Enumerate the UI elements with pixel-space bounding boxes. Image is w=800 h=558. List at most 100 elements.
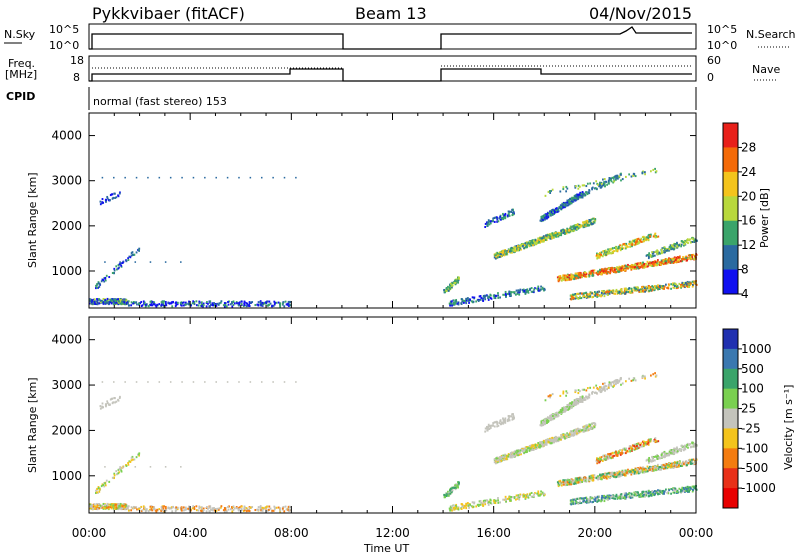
data-cell [499,296,501,298]
data-cell [509,455,511,457]
data-cell [453,299,455,301]
data-cell [496,216,498,218]
data-cell [633,240,635,242]
data-cell [602,179,604,181]
data-cell [565,186,567,188]
data-cell [650,286,652,288]
data-cell [148,510,150,512]
data-cell [170,177,172,179]
data-cell [531,240,533,242]
data-cell [497,297,499,299]
data-cell [592,391,594,393]
data-cell [659,285,661,287]
data-cell [113,300,115,302]
data-cell [594,295,596,297]
data-cell [126,260,128,262]
data-cell [488,219,490,221]
data-cell [682,256,684,258]
data-cell [605,272,607,274]
data-cell [587,224,589,226]
data-cell [610,269,612,271]
data-cell [585,192,587,194]
data-cell [207,508,209,510]
data-cell [90,505,92,507]
data-cell [636,263,638,265]
data-cell [223,509,225,511]
data-cell [641,172,643,174]
data-cell [609,272,611,274]
data-cell [570,407,572,409]
data-cell [155,510,157,512]
data-cell [597,253,599,255]
data-cell [515,454,517,456]
nsky-tick-top: 10^5 [49,23,79,36]
data-cell [567,275,569,277]
data-cell [256,509,258,511]
freq-trace [89,69,692,81]
data-cell [119,261,121,263]
data-cell [600,273,602,275]
data-cell [595,272,597,274]
data-cell [548,212,550,214]
data-cell [542,445,544,447]
data-cell [104,482,106,484]
data-cell [284,177,286,179]
data-cell [125,300,127,302]
data-cell [258,301,260,303]
data-cell [644,171,646,173]
data-cell [598,273,600,275]
data-cell [548,191,550,193]
data-cell [618,271,620,273]
data-cell [241,301,243,303]
data-cell [621,270,623,272]
data-cell [587,429,589,431]
data-cell [484,226,486,228]
data-cell [601,292,603,294]
data-cell [448,290,450,292]
data-cell [187,303,189,305]
data-cell [278,507,280,509]
data-cell [117,503,119,505]
data-cell [656,170,658,172]
data-cell [279,509,281,511]
data-cell [128,505,130,507]
data-cell [96,505,98,507]
data-cell [109,199,111,201]
data-cell [628,287,630,289]
data-cell [542,219,544,221]
data-cell [285,506,287,508]
data-cell [105,403,107,405]
data-cell [234,302,236,304]
data-cell [224,302,226,304]
data-cell [649,264,651,266]
data-cell [204,177,206,179]
data-cell [533,445,535,447]
data-cell [120,265,122,267]
data-cell [102,484,104,486]
data-cell [181,305,183,307]
data-cell [150,261,152,263]
data-cell [569,402,571,404]
data-cell [613,271,615,273]
data-cell [510,416,512,418]
data-cell [194,508,196,510]
data-cell [559,190,561,192]
data-cell [484,296,486,298]
data-cell [155,305,157,307]
data-cell [198,305,200,307]
data-cell [100,203,102,205]
data-cell [104,278,106,280]
data-cell [518,294,520,296]
data-cell [580,398,582,400]
data-cell [588,393,590,395]
data-cell [238,303,240,305]
data-cell [503,254,505,256]
data-cell [661,262,663,264]
data-cell [626,267,628,269]
data-cell [109,403,111,405]
data-cell [185,507,187,509]
data-cell [559,411,561,413]
data-cell [524,449,526,451]
data-cell [654,233,656,235]
data-cell [522,245,524,247]
